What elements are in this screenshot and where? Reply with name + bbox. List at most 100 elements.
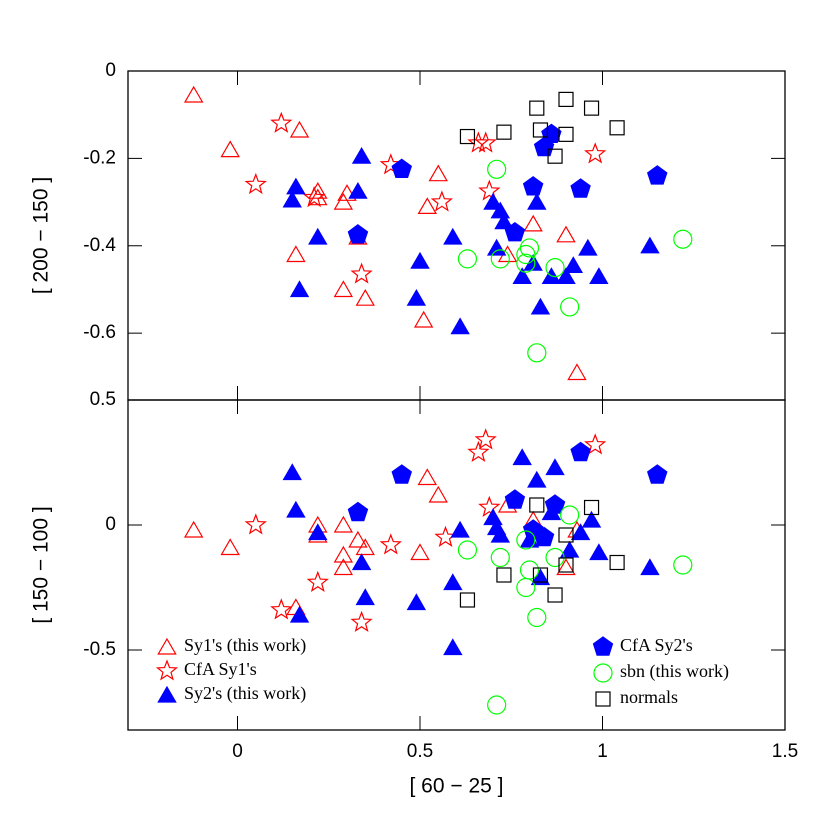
point	[583, 499, 600, 516]
point	[483, 192, 503, 210]
point	[308, 523, 328, 541]
point	[589, 267, 609, 284]
point	[289, 280, 310, 298]
point	[556, 558, 576, 576]
point	[545, 458, 565, 476]
point	[490, 547, 510, 568]
point	[556, 225, 576, 243]
point	[487, 695, 507, 715]
y-tick-label: -0.6	[83, 322, 116, 343]
point	[428, 485, 448, 503]
legend-label: Sy1's (this work)	[184, 635, 306, 656]
point	[583, 100, 600, 116]
point	[406, 593, 427, 611]
point	[478, 179, 501, 201]
x-tick-label: 0.5	[407, 741, 433, 762]
point	[244, 172, 267, 195]
point	[220, 140, 240, 158]
point	[459, 592, 476, 608]
legend-label: Sy2's (this work)	[184, 683, 306, 704]
point	[302, 185, 326, 208]
x-tick-label: 0	[232, 741, 243, 762]
point	[496, 124, 512, 140]
point	[347, 224, 369, 244]
point	[545, 258, 565, 278]
point	[306, 570, 329, 592]
point	[443, 573, 463, 591]
point	[504, 221, 526, 242]
point	[558, 557, 574, 573]
point	[430, 190, 454, 212]
point	[519, 560, 540, 580]
point	[578, 238, 598, 256]
point	[459, 128, 476, 145]
point	[490, 525, 511, 543]
point	[516, 253, 536, 273]
y-tick-label: -0.5	[83, 639, 116, 660]
point	[351, 147, 372, 164]
point	[529, 497, 545, 513]
point	[333, 515, 354, 533]
point	[490, 249, 510, 269]
point	[547, 148, 563, 164]
point	[584, 142, 607, 164]
point	[559, 540, 580, 558]
point	[581, 510, 602, 528]
point	[417, 468, 438, 486]
point	[350, 262, 373, 284]
legend-marker	[157, 685, 177, 703]
point	[183, 520, 204, 538]
point	[286, 500, 306, 518]
point	[541, 123, 562, 143]
point	[673, 229, 693, 249]
point	[584, 433, 607, 455]
point	[417, 197, 438, 214]
point	[523, 214, 543, 232]
point	[183, 85, 204, 103]
point	[410, 251, 430, 269]
point	[351, 553, 372, 571]
point	[333, 280, 354, 298]
point	[516, 530, 536, 550]
point	[450, 520, 470, 538]
y-tick-label: 0	[105, 60, 116, 81]
point	[533, 526, 555, 547]
point	[558, 91, 574, 107]
point	[544, 494, 566, 514]
point	[391, 158, 413, 178]
legend-marker	[595, 691, 611, 707]
point	[337, 184, 357, 201]
point	[563, 256, 584, 273]
point	[560, 505, 580, 525]
point	[410, 543, 430, 561]
point	[474, 428, 497, 450]
legend-marker	[593, 663, 613, 683]
point	[494, 212, 514, 230]
point	[457, 249, 478, 269]
point	[532, 122, 549, 138]
point	[570, 523, 591, 541]
point	[282, 190, 302, 208]
point	[428, 164, 448, 182]
point	[286, 245, 306, 263]
point	[609, 554, 625, 571]
point	[347, 501, 369, 522]
point	[308, 227, 328, 245]
x-tick-label: 1	[597, 741, 608, 762]
point	[589, 543, 609, 561]
point	[413, 310, 434, 328]
point	[522, 176, 544, 196]
point	[443, 638, 463, 656]
point	[355, 538, 375, 556]
point	[640, 236, 660, 254]
point	[530, 297, 551, 315]
y-tick-label: 0.5	[90, 389, 116, 410]
point	[487, 159, 507, 179]
point	[609, 120, 625, 136]
point	[333, 545, 354, 563]
point	[567, 363, 587, 381]
point	[289, 120, 310, 138]
legend-marker	[157, 637, 177, 655]
point	[556, 267, 576, 284]
